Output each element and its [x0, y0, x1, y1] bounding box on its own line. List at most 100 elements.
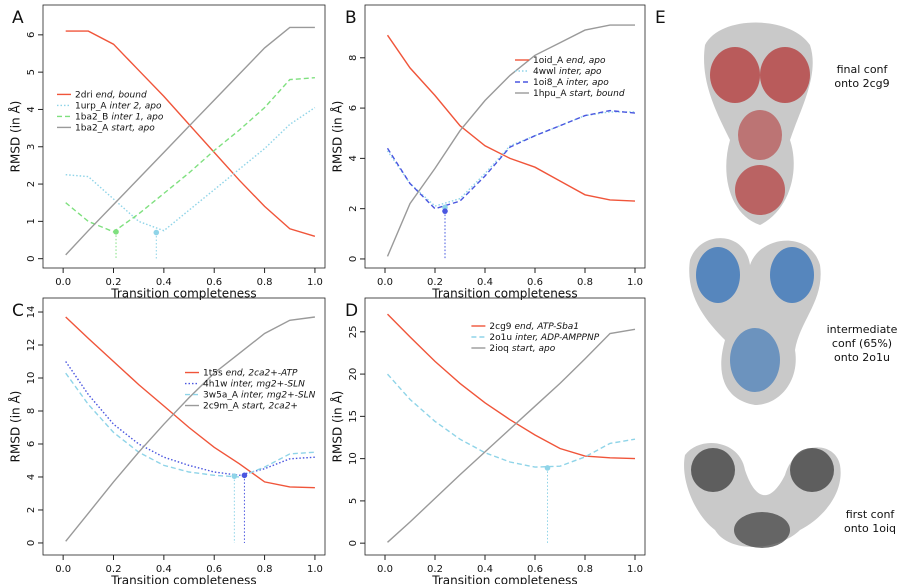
y-tick-label: 6 — [348, 105, 359, 111]
legend-entry: 1hpu_A start, bound — [533, 89, 625, 99]
x-tick-label: 1.0 — [627, 564, 643, 575]
legend-note: inter, ADP-AMPPNP — [515, 333, 600, 343]
panel-letter: A — [12, 8, 24, 28]
legend-entry: 2o1u inter, ADP-AMPPNP — [489, 333, 599, 343]
legend-entry: 2c9m_A start, 2ca2+ — [203, 401, 298, 411]
legend-entry: 1t5s end, 2ca2+-ATP — [203, 368, 298, 378]
legend-note: end, 2ca2+-ATP — [226, 368, 298, 378]
plot-frame — [364, 4, 646, 269]
x-tick-label: 0.2 — [106, 564, 122, 575]
structure-label: intermediate conf (65%) onto 2o1u — [827, 323, 898, 364]
structure-label-line: first conf — [846, 508, 896, 521]
y-tick-label: 25 — [348, 325, 359, 338]
plot-frame — [42, 297, 326, 556]
structure-label-line: onto 2o1u — [834, 351, 890, 364]
legend-name: 1t5s — [203, 368, 223, 378]
legend-name: 3w5a_A — [203, 390, 239, 400]
legend-entry: 1oid_A end, apo — [533, 56, 606, 66]
legend-name: 4wwl — [533, 67, 556, 77]
legend-name: 2c9m_A — [203, 401, 240, 411]
x-tick-label: 0.2 — [106, 277, 122, 288]
y-axis-label: RMSD (in Å) — [8, 391, 23, 463]
legend-note: inter, apo — [559, 67, 602, 77]
legend-note: start, apo — [111, 123, 155, 133]
legend-name: 1oi8_A — [533, 78, 564, 88]
legend-name: 1hpu_A — [533, 89, 567, 99]
x-tick-label: 0.2 — [427, 564, 443, 575]
series-line — [386, 34, 636, 202]
structure-label-line: onto 1oiq — [844, 522, 896, 535]
structure-label-line: final conf — [837, 63, 889, 76]
legend-name: 4h1w — [203, 379, 228, 389]
series-line — [65, 361, 315, 477]
y-axis-label: RMSD (in Å) — [8, 101, 23, 173]
structure-label-line: intermediate — [827, 323, 898, 336]
y-tick-label: 3 — [26, 144, 37, 150]
y-tick-label: 0 — [348, 540, 359, 546]
min-marker — [544, 465, 551, 471]
y-tick-label: 2 — [26, 507, 37, 513]
y-axis-label: RMSD (in Å) — [330, 101, 345, 173]
panel-letter: B — [345, 8, 357, 28]
y-tick-label: 6 — [26, 32, 37, 38]
min-marker — [113, 229, 119, 235]
legend-name: 2o1u — [489, 333, 512, 343]
y-tick-label: 4 — [26, 106, 37, 112]
legend-note: inter, mg2+-SLN — [231, 379, 306, 389]
legend-entry: 2dri end, bound — [75, 90, 147, 100]
series-line — [65, 316, 315, 489]
min-marker — [153, 229, 160, 236]
legend-name: 2dri — [75, 90, 93, 100]
x-axis-label: Transition completeness — [110, 574, 256, 585]
series-line — [386, 111, 635, 207]
legend-name: 2ioq — [489, 344, 508, 354]
y-tick-label: 0 — [348, 256, 359, 262]
x-tick-label: 0.4 — [477, 277, 493, 288]
x-tick-label: 0.4 — [156, 277, 172, 288]
structure-intermediate — [689, 238, 821, 405]
x-tick-label: 0.0 — [55, 564, 71, 575]
structure-first — [684, 443, 841, 548]
structure-label-line: conf (65%) — [832, 337, 892, 350]
y-tick-label: 12 — [26, 339, 37, 352]
y-axis-label: RMSD (in Å) — [330, 391, 345, 463]
y-tick-label: 10 — [26, 372, 37, 385]
series-line — [65, 30, 316, 237]
y-tick-label: 4 — [348, 155, 359, 161]
structure-final — [704, 22, 813, 225]
x-axis-label: Transition completeness — [431, 287, 577, 301]
y-tick-label: 4 — [26, 474, 37, 480]
series-line — [386, 24, 635, 257]
x-tick-label: 0.0 — [55, 277, 71, 288]
y-tick-label: 14 — [26, 306, 37, 319]
series-line — [386, 373, 636, 468]
x-tick-label: 0.8 — [577, 564, 593, 575]
y-tick-label: 5 — [348, 498, 359, 504]
x-tick-label: 1.0 — [307, 564, 323, 575]
legend-entry: 1ba2_A start, apo — [75, 123, 155, 133]
legend-name: 1urp_A — [75, 101, 107, 111]
y-tick-label: 2 — [348, 205, 359, 211]
x-tick-label: 0.8 — [257, 277, 273, 288]
x-tick-label: 1.0 — [307, 277, 323, 288]
series-line — [65, 316, 315, 542]
y-tick-label: 6 — [26, 441, 37, 447]
y-tick-label: 0 — [26, 540, 37, 546]
legend-entry: 1ba2_B inter 1, apo — [75, 112, 164, 122]
series-line — [386, 109, 636, 210]
legend-name: 1ba2_A — [75, 123, 109, 133]
series-line — [387, 313, 636, 460]
legend-note: start, 2ca2+ — [242, 401, 298, 411]
legend-entry: 2cg9 end, ATP-Sba1 — [489, 322, 579, 332]
structure-label: first conf onto 1oiq — [844, 508, 896, 535]
y-tick-label: 8 — [348, 55, 359, 61]
legend-note: inter, apo — [566, 78, 609, 88]
legend-note: inter 2, apo — [110, 101, 163, 111]
legend-entry: 3w5a_A inter, mg2+-SLN — [203, 390, 316, 400]
x-tick-label: 0.6 — [527, 277, 543, 288]
legend-name: 1oid_A — [533, 56, 564, 66]
legend-note: start, bound — [570, 89, 625, 99]
plot-frame — [42, 4, 326, 269]
legend-note: end, apo — [566, 56, 606, 66]
